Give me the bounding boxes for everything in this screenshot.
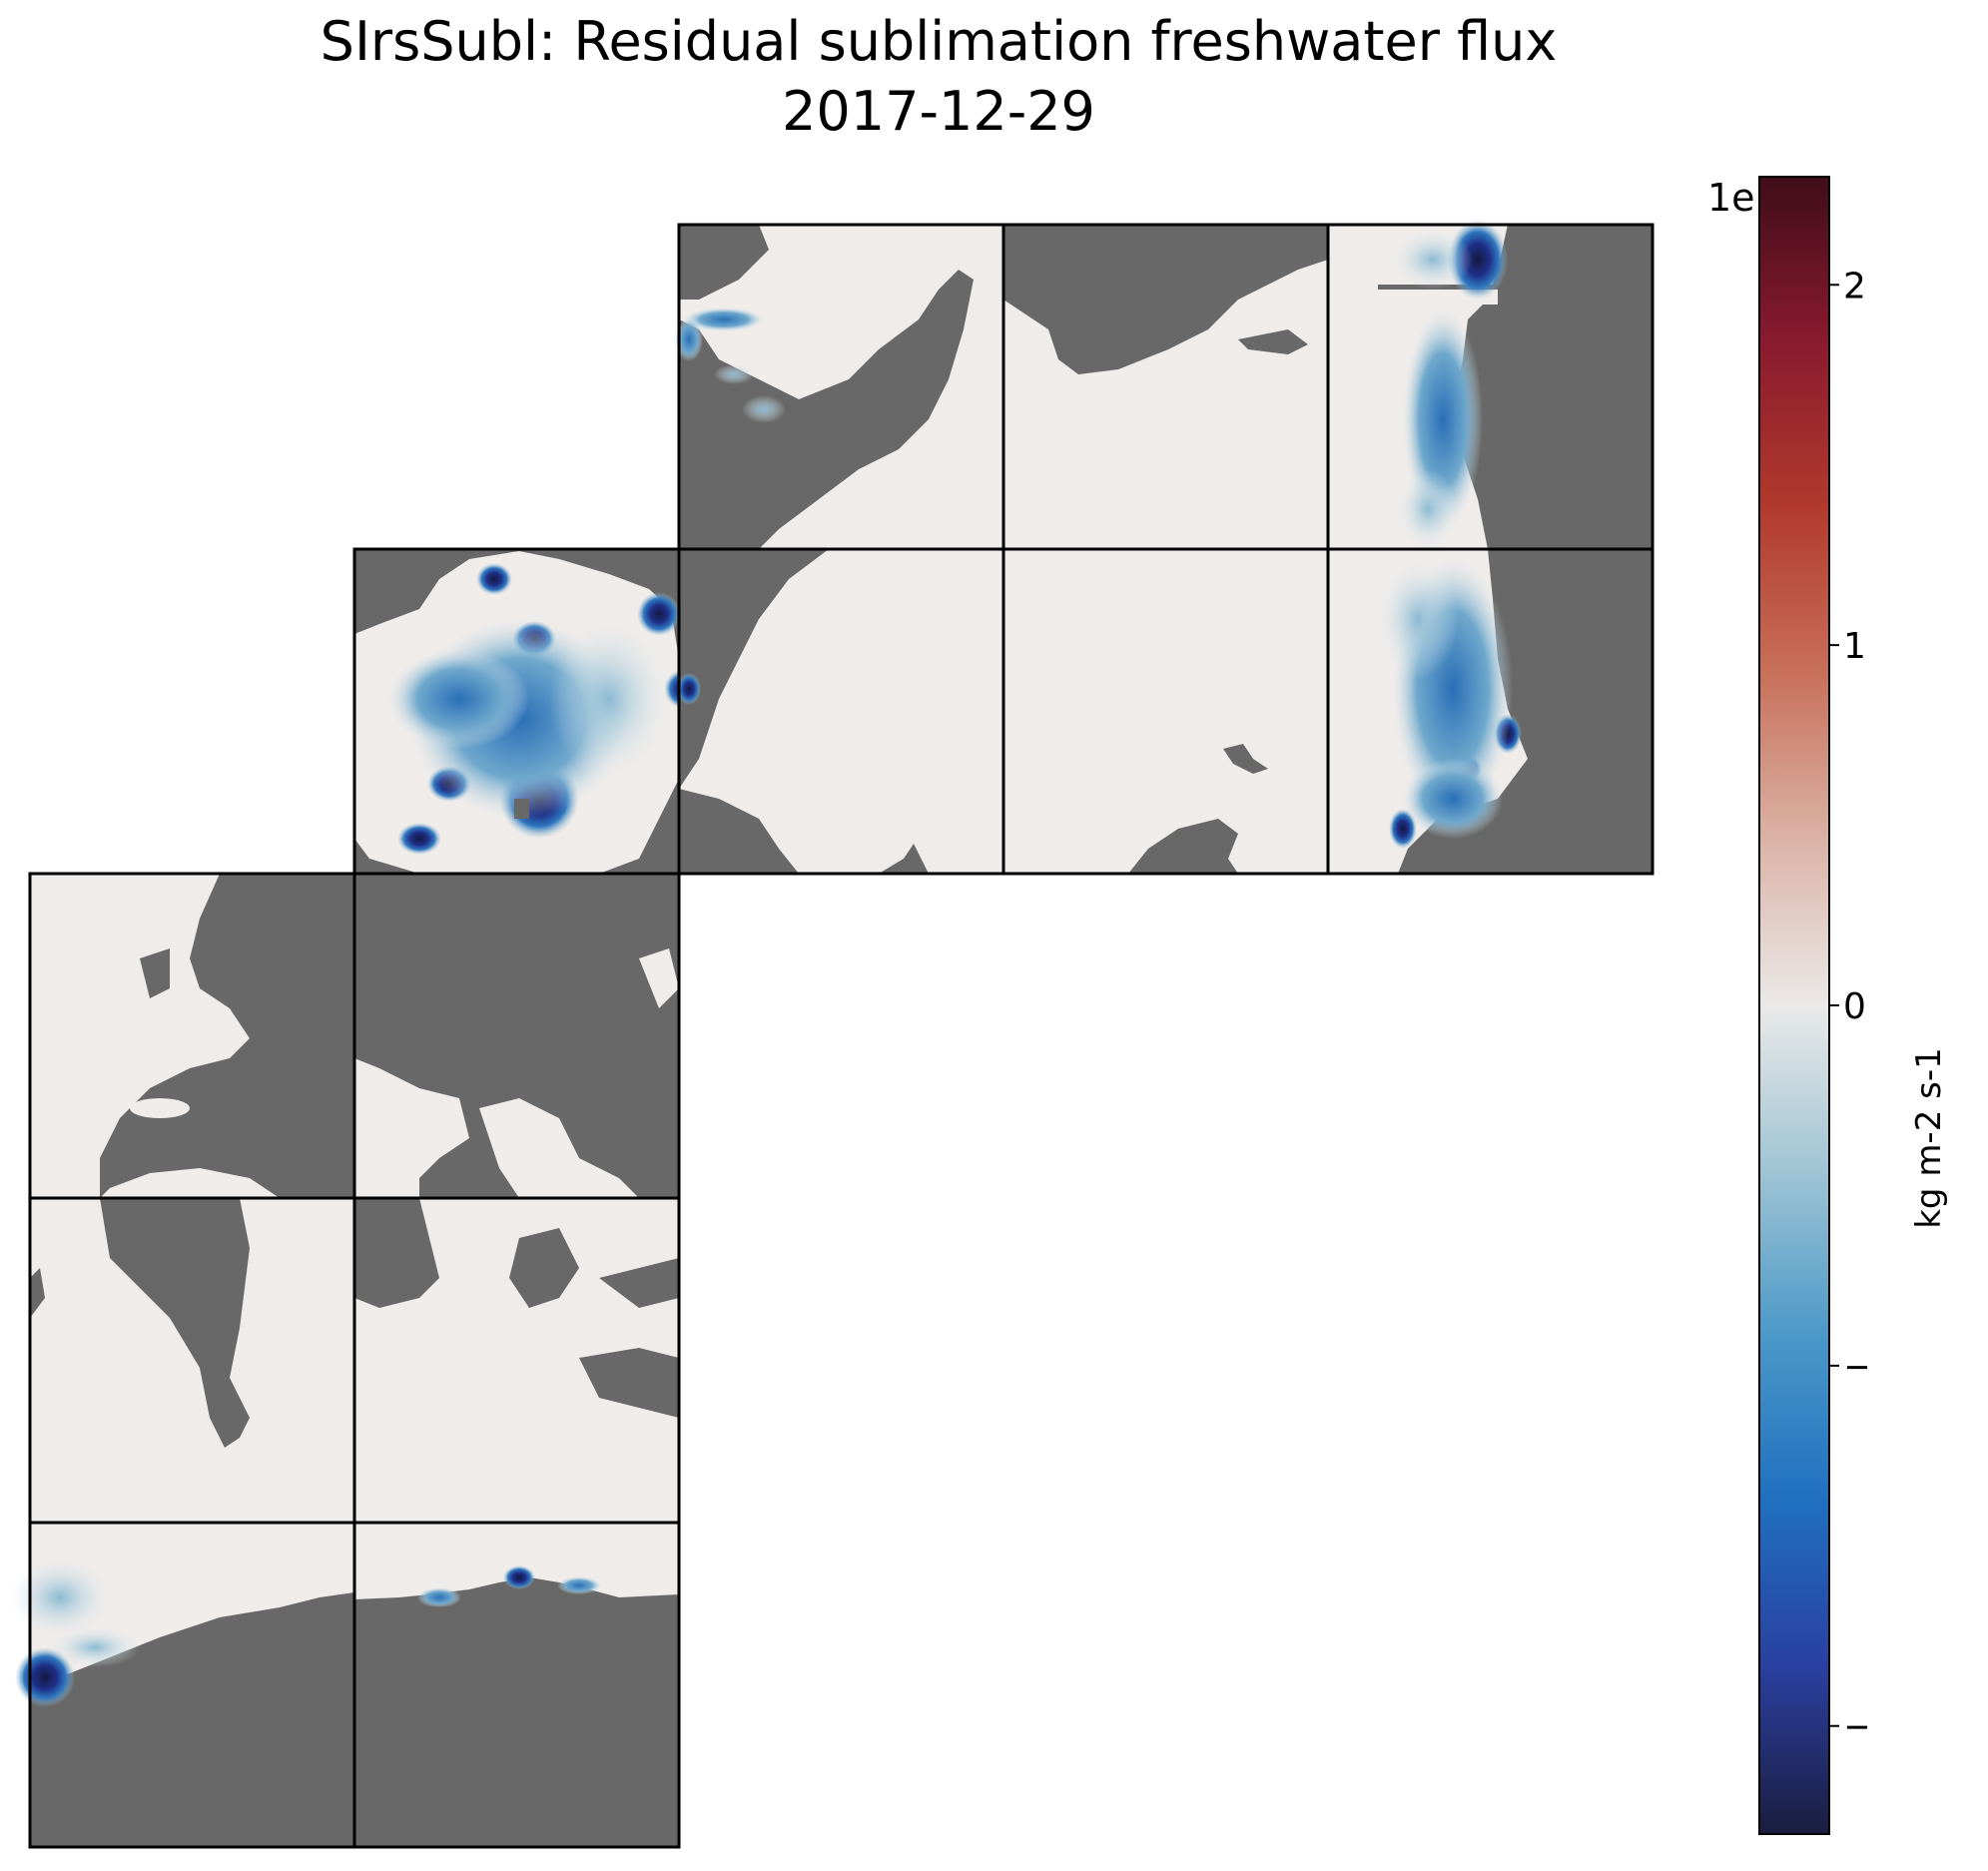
colorbar-tick-label: 2 [1843, 266, 1866, 307]
face-lower-4 [354, 1198, 679, 1523]
colorbar-tick-label: 1 [1843, 626, 1866, 667]
colorbar: −2 −1 0 1 2 [1758, 176, 1867, 1835]
face-middle-2 [677, 549, 1003, 874]
colorbar-tick-label: −2 [1843, 1707, 1867, 1748]
colorbar-label: kg m-2 s-1 [1909, 1047, 1949, 1229]
face-lower-3 [30, 1198, 354, 1523]
colorbar-gradient [1758, 176, 1830, 1835]
face-top-3 [1328, 220, 1653, 549]
colorbar-tick-label: 0 [1843, 986, 1866, 1027]
face-lower-5 [10, 1523, 354, 1847]
face-borders [28, 223, 1655, 1849]
face-top-2 [1003, 225, 1328, 549]
llc-map [10, 220, 1655, 1849]
face-top-1 [675, 225, 1003, 549]
face-arctic [354, 549, 704, 874]
face-middle-4 [1328, 549, 1653, 874]
colorbar-ticks: −2 −1 0 1 2 [1829, 266, 1867, 1748]
page-subtitle-date: 2017-12-29 [782, 80, 1095, 143]
face-middle-3 [1003, 549, 1328, 874]
face-lower-2 [354, 874, 679, 1198]
colorbar-tick-label: −1 [1843, 1347, 1867, 1388]
page-title: SIrsSubl: Residual sublimation freshwate… [320, 10, 1558, 73]
face-lower-6 [354, 1523, 679, 1847]
face-lower-1 [30, 874, 354, 1198]
